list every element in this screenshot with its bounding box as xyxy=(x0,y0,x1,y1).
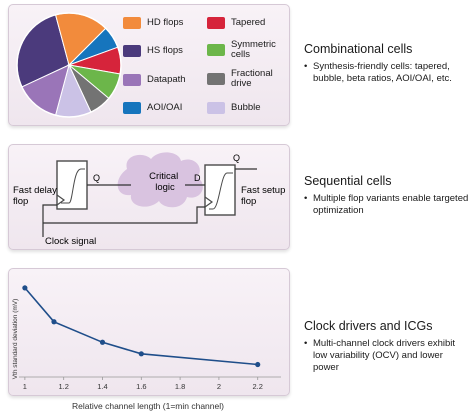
x-tick-label: 2 xyxy=(217,382,221,391)
fast-setup-line-2: flop xyxy=(241,196,256,207)
sequential-bullet: Multiple flop variants enable targeted o… xyxy=(304,193,471,217)
data-point xyxy=(51,319,57,325)
legend-item-fractional-drive: Fractional drive xyxy=(207,69,289,89)
legend-swatch xyxy=(123,102,141,114)
flop-diagram: Q D Q Critical logic Fast delay flop Fas… xyxy=(13,152,288,247)
legend-item-symmetric-cells: Symmetric cells xyxy=(207,40,289,60)
legend-label: HD flops xyxy=(147,17,184,28)
x-tick-label: 2.2 xyxy=(252,382,262,391)
legend-item-hd-flops: HD flops xyxy=(123,17,205,29)
legend-label: Bubble xyxy=(231,102,261,113)
legend-swatch xyxy=(207,102,225,114)
legend-label: Datapath xyxy=(147,74,186,85)
d-label-right: D xyxy=(194,173,201,183)
data-point xyxy=(99,339,106,345)
fast-delay-flop-label: Fast delay flop xyxy=(13,185,59,207)
x-tick-label: 1.2 xyxy=(58,382,68,391)
sequential-title: Sequential cells xyxy=(304,174,392,188)
clock-variability-chart-panel: Vth standard deviation (mV) 1 1.2 1.4 1.6 1.… xyxy=(8,268,290,396)
legend-swatch xyxy=(123,74,141,86)
legend-swatch xyxy=(123,45,141,57)
critical-logic-line-1: Critical xyxy=(149,171,178,182)
data-point xyxy=(22,285,28,291)
legend-label: Fractional drive xyxy=(231,68,273,89)
cell-mix-pie xyxy=(16,12,122,118)
legend-item-tapered: Tapered xyxy=(207,17,289,29)
x-tick-label: 1.6 xyxy=(136,382,146,391)
y-axis-label: Vth standard deviation (mV) xyxy=(12,299,19,380)
fast-setup-flop-label: Fast setup flop xyxy=(241,185,288,207)
fast-delay-line-2: flop xyxy=(13,196,28,207)
legend-swatch xyxy=(207,44,225,56)
legend-item-aoi-oai: AOI/OAI xyxy=(123,102,205,114)
sequential-section: Sequential cells Multiple flop variants … xyxy=(304,174,470,217)
flop-waveform-icon xyxy=(209,172,233,210)
legend-item-datapath: Datapath xyxy=(123,74,205,86)
x-axis-label: Relative channel length (1=min channel) xyxy=(72,401,224,411)
legend-swatch xyxy=(207,17,225,29)
clock-title: Clock drivers and ICGs xyxy=(304,319,433,333)
critical-logic-line-2: logic xyxy=(155,182,175,193)
clock-section: Clock drivers and ICGs Multi-channel clo… xyxy=(304,319,470,374)
legend-item-hs-flops: HS flops xyxy=(123,45,205,57)
fast-delay-line-1: Fast delay xyxy=(13,185,57,196)
combinational-bullet: Synthesis-friendly cells: tapered, bubbl… xyxy=(304,61,471,85)
x-tick-label: 1.4 xyxy=(97,382,107,391)
legend-swatch xyxy=(123,17,141,29)
fast-setup-line-1: Fast setup xyxy=(241,185,285,196)
legend-item-bubble: Bubble xyxy=(207,102,289,114)
q-label-left: Q xyxy=(93,173,100,183)
combinational-section: Combinational cells Synthesis-friendly c… xyxy=(304,42,470,85)
legend-label: Tapered xyxy=(231,17,266,28)
x-tick-label: 1 xyxy=(23,382,27,391)
vth-chart: Vth standard deviation (mV) 1 1.2 1.4 1.6 1.… xyxy=(12,285,281,391)
legend-label: Symmetric cells xyxy=(231,39,276,60)
x-tick-label: 1.8 xyxy=(175,382,185,391)
data-point xyxy=(138,351,144,357)
clock-input-triangle-icon xyxy=(56,194,66,206)
clock-input-triangle-icon xyxy=(204,196,214,208)
flop-waveform-icon xyxy=(61,168,85,204)
combinational-title: Combinational cells xyxy=(304,42,413,56)
clock-bullet: Multi-channel clock drivers exhibit low … xyxy=(304,338,471,374)
legend-label: AOI/OAI xyxy=(147,102,183,113)
cell-library-panel: HD flops Tapered HS flops Symmetric cell… xyxy=(8,4,290,126)
clock-wire xyxy=(43,206,205,224)
q-label-right: Q xyxy=(233,153,240,163)
clock-wire xyxy=(42,204,57,237)
legend-label: HS flops xyxy=(147,45,183,56)
data-point xyxy=(255,361,261,368)
legend-swatch xyxy=(207,73,225,85)
sequential-cells-panel: Q D Q Critical logic Fast delay flop Fas… xyxy=(8,144,290,250)
critical-logic-cloud xyxy=(117,152,203,208)
critical-logic-label: Critical logic xyxy=(149,171,181,193)
clock-signal-label: Clock signal xyxy=(45,236,96,247)
